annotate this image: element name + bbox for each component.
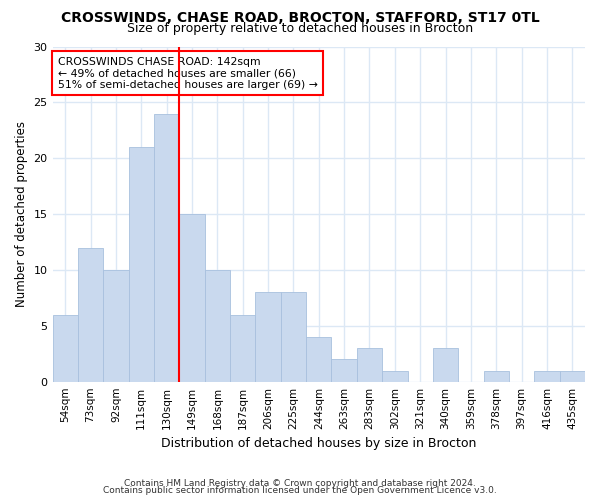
Text: Contains public sector information licensed under the Open Government Licence v3: Contains public sector information licen… [103, 486, 497, 495]
Bar [433, 348, 458, 382]
Text: CROSSWINDS, CHASE ROAD, BROCTON, STAFFORD, ST17 0TL: CROSSWINDS, CHASE ROAD, BROCTON, STAFFOR… [61, 11, 539, 25]
Bar [205, 270, 230, 382]
Y-axis label: Number of detached properties: Number of detached properties [15, 121, 28, 307]
Text: CROSSWINDS CHASE ROAD: 142sqm
← 49% of detached houses are smaller (66)
51% of s: CROSSWINDS CHASE ROAD: 142sqm ← 49% of d… [58, 56, 318, 90]
Bar [128, 147, 154, 382]
Bar [306, 337, 331, 382]
Bar [78, 248, 103, 382]
Bar [154, 114, 179, 382]
Bar [256, 292, 281, 382]
Bar [281, 292, 306, 382]
Bar [560, 370, 585, 382]
Bar [103, 270, 128, 382]
Bar [534, 370, 560, 382]
X-axis label: Distribution of detached houses by size in Brocton: Distribution of detached houses by size … [161, 437, 476, 450]
Text: Contains HM Land Registry data © Crown copyright and database right 2024.: Contains HM Land Registry data © Crown c… [124, 478, 476, 488]
Bar [230, 314, 256, 382]
Bar [331, 360, 357, 382]
Bar [357, 348, 382, 382]
Text: Size of property relative to detached houses in Brocton: Size of property relative to detached ho… [127, 22, 473, 35]
Bar [382, 370, 407, 382]
Bar [179, 214, 205, 382]
Bar [53, 314, 78, 382]
Bar [484, 370, 509, 382]
